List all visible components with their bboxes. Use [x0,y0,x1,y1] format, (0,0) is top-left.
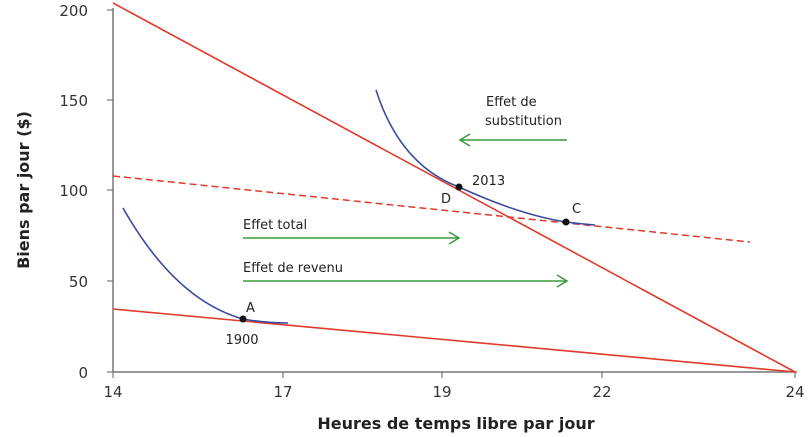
total-effect-arrow-icon [243,231,461,245]
label-C: C [572,202,581,217]
y-axis: 200 150 100 50 0 [59,2,114,382]
substitution-effect-label-line2: substitution [485,114,562,129]
x-axis: 14 17 19 22 24 [103,371,805,401]
point-D [455,183,463,191]
indifference-curve-1900 [122,207,289,324]
label-A: A [246,301,255,316]
income-effect-arrow-icon [243,274,569,288]
x-tick-22: 22 [592,383,611,401]
point-C [562,218,570,226]
budget-line-1900 [112,308,796,373]
y-tick-100: 100 [59,182,88,200]
y-axis-title: Biens par jour ($) [14,111,33,269]
x-tick-17: 17 [273,383,292,401]
label-1900: 1900 [225,333,258,348]
x-tick-19: 19 [432,383,451,401]
income-effect-label: Effet de revenu [243,261,343,276]
substitution-effect-label-line1: Effet de [486,95,537,110]
label-2013: 2013 [472,174,505,189]
budget-line-hypothetical [112,175,751,243]
label-D: D [441,192,451,207]
x-tick-24: 24 [785,383,804,401]
y-tick-0: 0 [78,364,88,382]
total-effect-label: Effet total [243,218,307,233]
y-tick-200: 200 [59,2,88,20]
budget-line-2013 [112,2,796,373]
y-tick-50: 50 [69,273,88,291]
x-axis-title: Heures de temps libre par jour [317,414,594,433]
y-tick-150: 150 [59,92,88,110]
x-tick-14: 14 [103,383,122,401]
indifference-curve-2013 [375,89,596,226]
point-A [239,315,247,323]
substitution-effect-arrow-icon [458,133,567,147]
